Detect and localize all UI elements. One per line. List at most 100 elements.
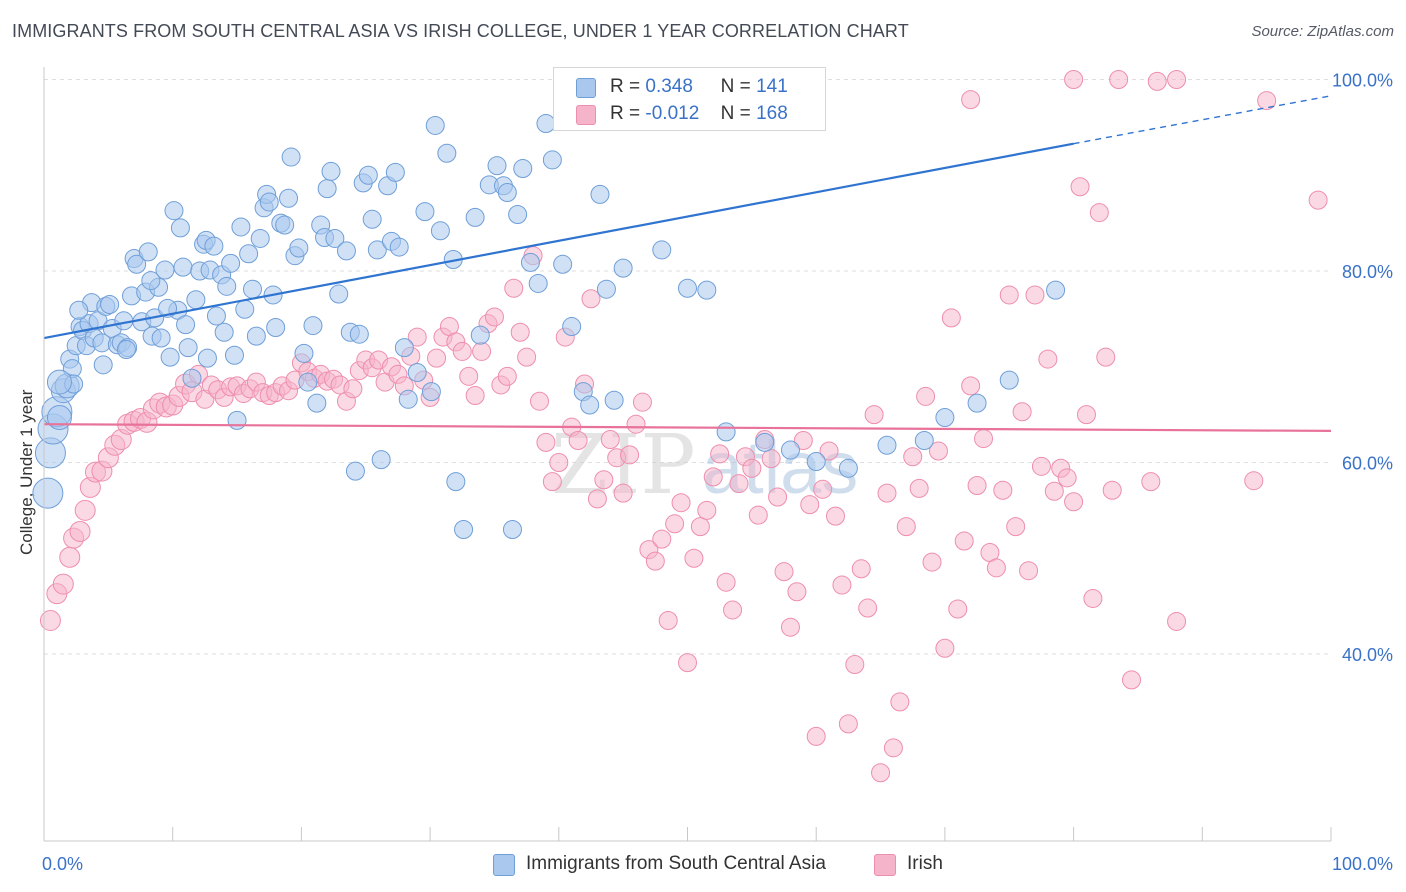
irish-point <box>343 379 363 399</box>
immigrants-point <box>259 192 279 212</box>
irish-point <box>472 341 492 361</box>
irish-point <box>999 285 1019 305</box>
immigrants-point <box>138 242 158 262</box>
irish-point <box>1096 347 1116 367</box>
immigrants-point <box>780 440 800 460</box>
immigrants-point <box>176 315 196 335</box>
immigrants-point <box>421 382 441 402</box>
immigrants-point <box>329 284 349 304</box>
legend-label-irish: Irish <box>907 853 943 874</box>
irish-point <box>697 500 717 520</box>
irish-point <box>581 289 601 309</box>
irish-point <box>1057 468 1077 488</box>
legend-swatch-irish <box>576 105 596 125</box>
immigrants-point <box>178 338 198 358</box>
irish-point <box>1038 349 1058 369</box>
immigrants-point <box>250 228 270 248</box>
irish-point <box>652 529 672 549</box>
irish-point <box>645 551 665 571</box>
y-tick-label: 80.0% <box>1342 262 1393 282</box>
irish-point <box>600 430 620 450</box>
immigrants-point <box>214 322 234 342</box>
immigrants-point <box>613 258 633 278</box>
irish-point <box>510 322 530 342</box>
immigrants-point <box>652 240 672 260</box>
immigrants-point <box>197 348 217 368</box>
irish-point <box>954 531 974 551</box>
immigrants-point <box>242 279 262 299</box>
irish-point <box>800 495 820 515</box>
immigrants-point <box>281 147 301 167</box>
legend-stats: R = 0.348 N = 141 R = -0.012 N = 168 <box>553 67 826 131</box>
immigrants-point <box>487 156 507 176</box>
irish-point <box>826 506 846 526</box>
immigrants-point <box>246 326 266 346</box>
irish-point <box>948 599 968 619</box>
immigrants-point <box>371 450 391 470</box>
immigrants-point <box>562 317 582 337</box>
irish-point <box>716 572 736 592</box>
irish-point <box>961 376 981 396</box>
immigrants-point <box>182 368 202 388</box>
immigrants-point <box>367 240 387 260</box>
irish-point <box>1102 480 1122 500</box>
irish-point <box>864 405 884 425</box>
irish-point <box>774 562 794 582</box>
irish-point <box>1064 70 1084 89</box>
immigrants-point <box>336 241 356 261</box>
irish-point <box>74 499 96 521</box>
x-tick-label-end: 100.0% <box>1332 854 1393 874</box>
immigrants-point <box>755 432 775 452</box>
immigrants-point <box>186 290 206 310</box>
immigrants-point <box>1046 280 1066 300</box>
legend-n-value: 141 <box>756 76 788 97</box>
irish-point <box>684 548 704 568</box>
legend-label-immigrants: Immigrants from South Central Asia <box>526 853 826 874</box>
immigrants-point <box>935 407 955 427</box>
legend-swatch-irish <box>874 854 896 876</box>
immigrants-point <box>497 182 517 202</box>
immigrants-point <box>877 435 897 455</box>
irish-point <box>1019 561 1039 581</box>
irish-point <box>761 449 781 469</box>
irish-point <box>993 480 1013 500</box>
irish-point <box>1141 472 1161 492</box>
irish-point <box>819 441 839 461</box>
legend-r-value: -0.012 <box>645 103 700 124</box>
legend-r-label: R = <box>610 103 641 124</box>
legend-swatch-immigrants <box>576 78 596 98</box>
immigrants-point <box>266 317 286 337</box>
immigrants-point <box>116 340 136 360</box>
immigrants-point <box>502 520 522 540</box>
irish-point <box>407 327 427 347</box>
tick-labels: 40.0% 60.0% 80.0% 100.0% 0.0% 100.0% <box>42 71 1393 875</box>
irish-point <box>632 392 652 412</box>
irish-point <box>1031 456 1051 476</box>
immigrants-point <box>389 237 409 257</box>
irish-point <box>452 341 472 361</box>
irish-point <box>813 479 833 499</box>
irish-point <box>703 467 723 487</box>
irish-point <box>845 655 865 675</box>
irish-point <box>748 505 768 525</box>
irish-point <box>626 414 646 434</box>
irish-point <box>903 447 923 467</box>
immigrants-point <box>349 324 369 344</box>
irish-point <box>39 609 61 631</box>
irish-point <box>974 429 994 449</box>
immigrants-point <box>217 276 237 296</box>
irish-point <box>832 575 852 595</box>
irish-point <box>896 517 916 537</box>
irish-point <box>1012 402 1032 422</box>
irish-point <box>536 432 556 452</box>
chart-title: IMMIGRANTS FROM SOUTH CENTRAL ASIA VS IR… <box>12 21 909 41</box>
irish-point <box>529 391 549 411</box>
trend-lines <box>43 95 1332 433</box>
immigrants-point <box>394 338 414 358</box>
irish-point <box>459 366 479 386</box>
immigrants-point <box>345 461 365 481</box>
irish-point <box>922 552 942 572</box>
y-tick-label: 40.0% <box>1342 645 1393 665</box>
immigrants-point <box>362 209 382 229</box>
immigrants-point <box>321 161 341 181</box>
